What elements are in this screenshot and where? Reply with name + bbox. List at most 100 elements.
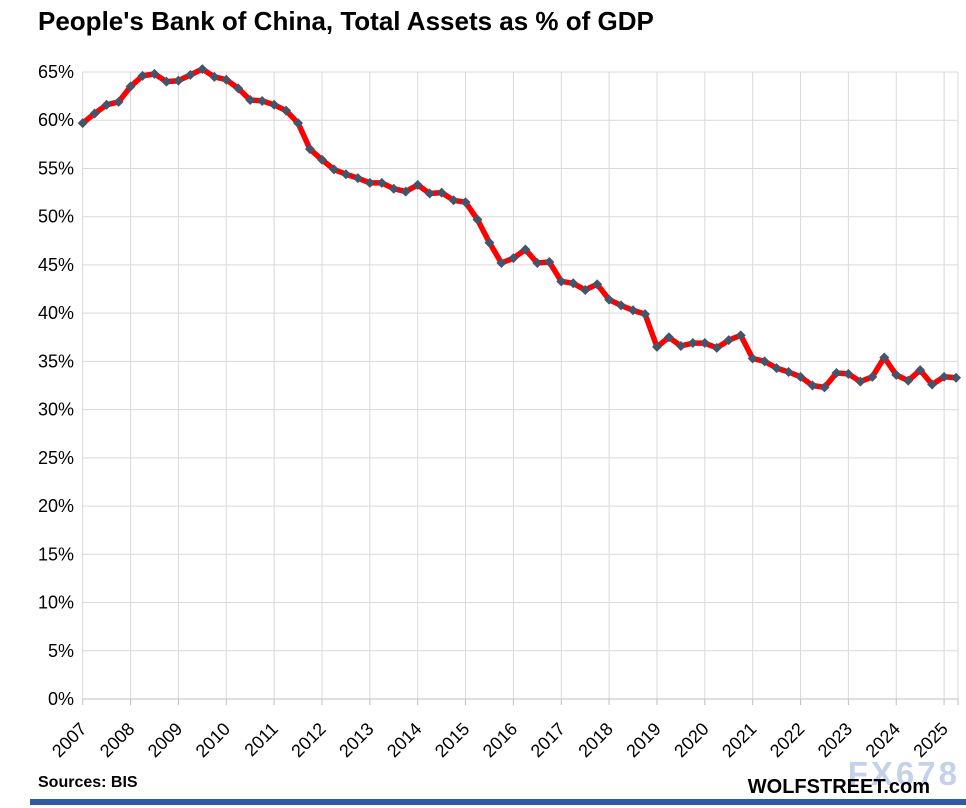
y-tick-label: 60% [38, 110, 74, 130]
data-point-marker [771, 363, 782, 374]
x-axis-labels: 2007 2008 2009 2010 2011 2012 2013 2014 2015 2016… [48, 719, 952, 761]
chart-title: People's Bank of China, Total Assets as … [38, 6, 654, 36]
x-tick-label: 2017 [527, 719, 569, 761]
data-point-marker [807, 380, 818, 391]
data-point-marker [328, 164, 339, 175]
data-point-marker [472, 214, 483, 225]
x-tick-label: 2007 [48, 719, 90, 761]
data-point-marker [400, 186, 411, 197]
data-point-marker [651, 341, 662, 352]
y-tick-label: 20% [38, 496, 74, 516]
x-tick-label: 2022 [766, 719, 808, 761]
x-tick-label: 2016 [479, 719, 521, 761]
data-point-marker [149, 68, 160, 79]
y-tick-label: 10% [38, 593, 74, 613]
data-point-marker [891, 369, 902, 380]
data-point-marker [77, 118, 88, 129]
data-point-marker [855, 376, 866, 387]
data-point-marker [376, 177, 387, 188]
y-tick-label: 55% [38, 158, 74, 178]
data-point-marker [269, 99, 280, 110]
data-point-marker [795, 371, 806, 382]
data-point-marker [831, 367, 842, 378]
data-point-marker [711, 342, 722, 353]
line-chart: 0% 5% 10% 15% 20% 25% 30% 35% 40% 45% 50% 55% 60% 65%… [38, 62, 962, 761]
data-point-marker [663, 332, 674, 343]
y-tick-label: 5% [48, 641, 74, 661]
data-point-marker [723, 335, 734, 346]
data-point-marker [257, 95, 268, 106]
data-point-marker [424, 188, 435, 199]
data-point-marker [508, 253, 519, 264]
data-point-marker [759, 356, 770, 367]
data-point-marker [520, 244, 531, 255]
data-point-marker [137, 70, 148, 81]
x-tick-label: 2015 [431, 719, 473, 761]
y-tick-label: 40% [38, 303, 74, 323]
data-point-marker [89, 108, 100, 119]
fx678-watermark: FX678 [847, 755, 960, 792]
data-point-marker [819, 382, 830, 393]
source-note: Sources: BIS [38, 774, 138, 791]
x-tick-label: 2008 [96, 719, 138, 761]
data-point-marker [544, 257, 555, 268]
data-point-marker [305, 144, 316, 155]
data-point-marker [113, 96, 124, 107]
data-point-marker [687, 338, 698, 349]
data-point-marker [699, 338, 710, 349]
x-axis-ticks [82, 699, 959, 705]
data-point-marker [221, 74, 232, 85]
data-point-marker [340, 169, 351, 180]
series-line [79, 66, 959, 391]
data-point-marker [293, 118, 304, 129]
data-point-marker [125, 81, 136, 92]
y-tick-label: 30% [38, 400, 74, 420]
data-point-marker [233, 83, 244, 94]
wolfstreet-brand: WOLFSTREET.com [747, 776, 930, 798]
data-point-marker [867, 371, 878, 382]
y-tick-label: 65% [38, 62, 74, 82]
data-point-marker [592, 279, 603, 290]
data-point-marker [412, 179, 423, 190]
plot-gridlines [82, 71, 959, 700]
data-point-marker [640, 309, 651, 320]
data-point-marker [843, 368, 854, 379]
data-point-marker [903, 375, 914, 386]
data-point-marker [604, 294, 615, 305]
data-point-marker [927, 379, 938, 390]
series-markers [77, 64, 962, 393]
data-point-marker [101, 99, 112, 110]
data-point-marker [364, 177, 375, 188]
x-tick-label: 2018 [574, 719, 616, 761]
bottom-accent-bar [30, 799, 966, 805]
x-tick-label: 2021 [718, 719, 760, 761]
data-point-marker [460, 197, 471, 208]
data-point-marker [352, 173, 363, 184]
data-point-marker [388, 183, 399, 194]
data-point-marker [628, 305, 639, 316]
data-point-marker [747, 353, 758, 364]
data-point-marker [783, 366, 794, 377]
data-point-marker [436, 187, 447, 198]
data-point-marker [161, 76, 172, 87]
x-tick-label: 2010 [192, 719, 234, 761]
x-tick-label: 2012 [287, 719, 329, 761]
data-point-marker [185, 69, 196, 80]
data-point-marker [675, 340, 686, 351]
data-point-marker [173, 75, 184, 86]
x-tick-label: 2014 [383, 719, 425, 761]
data-point-marker [879, 352, 890, 363]
x-tick-label: 2020 [670, 719, 712, 761]
data-point-marker [951, 372, 962, 383]
x-tick-label: 2011 [240, 719, 282, 761]
data-point-marker [484, 237, 495, 248]
x-tick-label: 2013 [335, 719, 377, 761]
y-tick-label: 45% [38, 255, 74, 275]
data-point-marker [568, 278, 579, 289]
data-point-marker [580, 285, 591, 296]
y-tick-label: 15% [38, 544, 74, 564]
data-point-marker [209, 71, 220, 82]
y-tick-label: 35% [38, 351, 74, 371]
data-point-marker [245, 94, 256, 105]
